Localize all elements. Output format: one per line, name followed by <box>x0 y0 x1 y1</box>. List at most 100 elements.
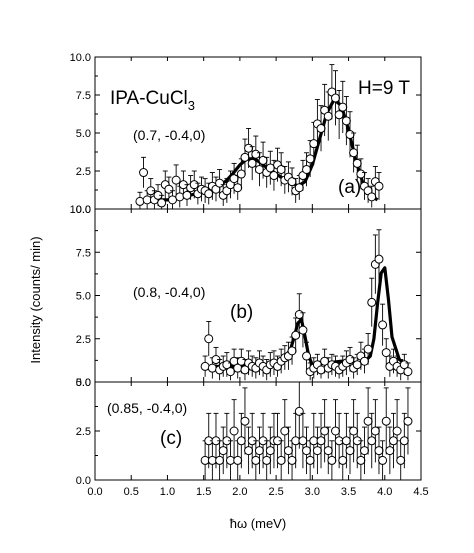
data-point <box>287 455 297 465</box>
x-tick-label: 2.5 <box>268 486 283 498</box>
panel-3: 0.02.55.00.0 0.5 1.0 1.5 2.0 2.5 3.0 3.5 4.0 4.5(… <box>76 377 429 498</box>
data-point <box>276 455 286 465</box>
data-point <box>157 198 167 208</box>
data-point <box>345 130 355 140</box>
data-point <box>207 363 217 373</box>
data-point <box>341 436 351 446</box>
data-point <box>305 154 315 164</box>
plot-layer: 0.0 2.5 5.0 7.5 10.0 (0.7, -0.4,0) (a) 0.0 2.5 5.… <box>70 52 429 498</box>
y-tick-label: 10.0 <box>70 204 91 216</box>
x-tick-label: 0.5 <box>124 486 139 498</box>
x-tick-label: 3.5 <box>341 486 356 498</box>
data-point <box>204 334 214 344</box>
data-point <box>229 426 239 436</box>
x-tick-label: 1.5 <box>196 486 211 498</box>
x-tick-label: 4.0 <box>377 486 392 498</box>
panel-label: (a) <box>338 177 361 198</box>
panel-label: (c) <box>160 428 182 449</box>
data-point <box>298 325 308 335</box>
momentum-label: (0.7, -0.4,0) <box>133 127 205 143</box>
data-point <box>356 455 366 465</box>
data-point <box>363 344 373 354</box>
data-point <box>345 446 355 456</box>
sample-label: IPA-CuCl3 <box>110 88 195 113</box>
data-point <box>294 183 304 193</box>
data-point <box>240 152 250 162</box>
y-tick-label: 5.0 <box>76 377 91 389</box>
data-point <box>215 455 225 465</box>
data-point <box>171 175 181 185</box>
data-point <box>302 351 312 361</box>
data-point <box>294 310 304 320</box>
y-tick-label: 2.5 <box>76 426 91 438</box>
y-tick-label: 10.0 <box>70 52 91 64</box>
field-label: H=9 T <box>358 78 410 99</box>
panel-1: 0.0 2.5 5.0 7.5 10.0 (0.7, -0.4,0) (a) <box>70 52 422 216</box>
data-point <box>204 189 214 199</box>
data-point <box>316 436 326 446</box>
data-point <box>251 455 261 465</box>
y-tick-label: 5.0 <box>76 291 91 303</box>
data-point <box>233 455 243 465</box>
x-tick-label: 1.0 <box>160 486 175 498</box>
x-tick-label: 4.5 <box>413 486 428 498</box>
data-point <box>378 455 388 465</box>
data-point <box>240 416 250 426</box>
data-point <box>374 181 384 191</box>
y-tick-label: 0.0 <box>76 377 91 389</box>
data-point <box>215 178 225 188</box>
panel-label: (b) <box>230 302 253 323</box>
data-point <box>175 192 185 202</box>
data-point <box>392 426 402 436</box>
data-point <box>164 184 174 194</box>
data-point <box>302 164 312 174</box>
data-point <box>370 426 380 436</box>
y-tick-label: 0.0 <box>76 204 91 216</box>
data-point <box>316 365 326 375</box>
momentum-label: (0.85, -0.4,0) <box>107 400 187 416</box>
panel-data <box>135 64 384 209</box>
data-point <box>283 446 293 456</box>
panel-data <box>200 229 413 381</box>
data-point <box>182 190 192 200</box>
data-point <box>287 346 297 356</box>
data-point <box>233 183 243 193</box>
data-point <box>254 446 264 456</box>
momentum-label: (0.8, -0.4,0) <box>133 284 205 300</box>
y-tick-label: 7.5 <box>76 90 91 102</box>
data-point <box>367 297 377 307</box>
x-tick-label: 2.0 <box>232 486 247 498</box>
y-axis-label: Intensity (counts/ min) <box>28 236 43 363</box>
data-point <box>316 123 326 133</box>
data-point <box>244 143 254 153</box>
data-point <box>378 320 388 330</box>
data-point <box>218 446 228 456</box>
data-point <box>327 455 337 465</box>
y-tick-label: 0.0 <box>76 475 91 487</box>
data-point <box>331 426 341 436</box>
sample-subscript: 3 <box>188 98 195 113</box>
data-point <box>381 416 391 426</box>
x-tick-label: 3.0 <box>305 486 320 498</box>
data-point <box>359 356 369 366</box>
data-point <box>388 436 398 446</box>
data-point <box>305 455 315 465</box>
data-point <box>294 406 304 416</box>
panel-data <box>200 382 413 480</box>
data-point <box>381 348 391 358</box>
data-point <box>189 180 199 190</box>
y-tick-label: 2.5 <box>76 334 91 346</box>
data-point <box>265 446 275 456</box>
data-point <box>345 355 355 365</box>
data-point <box>320 426 330 436</box>
data-point <box>374 446 384 456</box>
data-point <box>302 446 312 456</box>
data-point <box>403 367 413 377</box>
data-point <box>341 116 351 126</box>
panel-2: 0.0 2.5 5.0 7.5 10.0 (0.8, -0.4,0) (b) <box>70 204 422 389</box>
data-point <box>280 426 290 436</box>
data-point <box>312 446 322 456</box>
data-point <box>135 196 145 206</box>
data-point <box>269 171 279 181</box>
